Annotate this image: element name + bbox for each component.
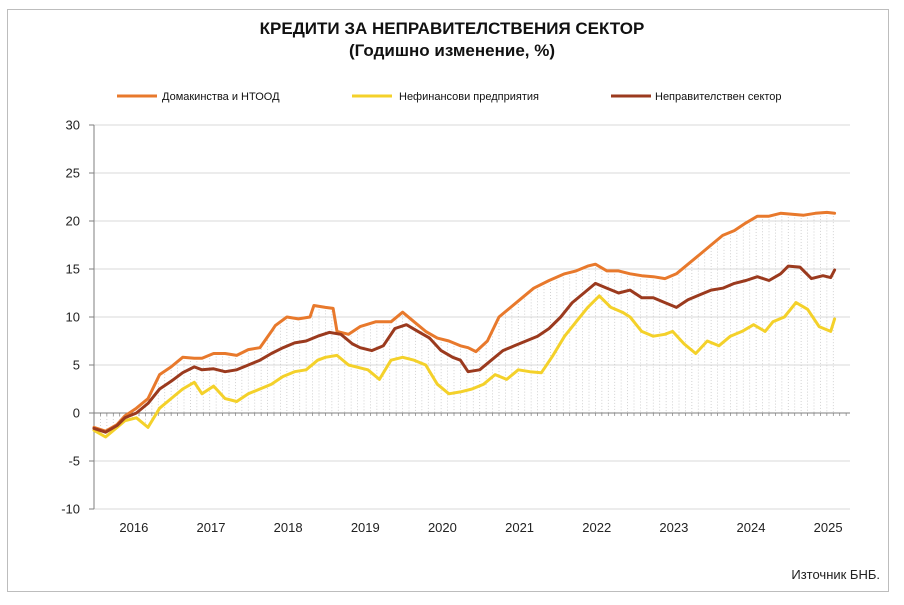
y-tick-label: 5	[73, 358, 80, 373]
chart-title: КРЕДИТИ ЗА НЕПРАВИТЕЛСТВЕНИЯ СЕКТОР	[259, 19, 645, 38]
y-tick-label: 10	[66, 310, 80, 325]
y-tick-label: 30	[66, 118, 80, 133]
x-tick-label: 2022	[582, 520, 611, 535]
y-tick-label: 25	[66, 166, 80, 181]
x-tick-label: 2019	[351, 520, 380, 535]
chart-frame	[7, 9, 889, 592]
x-tick-label: 2020	[428, 520, 457, 535]
series-lines	[92, 210, 837, 439]
x-tick-label: 2016	[119, 520, 148, 535]
legend-label: Домакинства и НТООД	[162, 91, 280, 103]
source-note: Източник БНБ.	[791, 567, 880, 582]
legend-label: Нефинансови предприятия	[399, 91, 539, 103]
chart-subtitle: (Годишно изменение, %)	[348, 41, 556, 60]
x-tick-label: 2018	[274, 520, 303, 535]
x-axis: 2016 2017 2018 2019 2020 2021 2022 2023 2024 2025	[93, 412, 850, 535]
y-tick-label: 0	[73, 406, 80, 421]
y-tick-label: 15	[66, 262, 80, 277]
series-line	[92, 264, 837, 434]
y-tick-label: -5	[68, 454, 80, 469]
x-tick-label: 2024	[737, 520, 766, 535]
x-tick-label: 2023	[659, 520, 688, 535]
y-axis: 30 25 20 15 10 5 0 -5 -10	[61, 118, 95, 517]
drop-lines	[93, 212, 834, 436]
series-line	[92, 210, 837, 433]
legend: Домакинства и НТООД Нефинансови предприят…	[117, 91, 782, 103]
y-tick-label: -10	[61, 502, 80, 517]
x-tick-label: 2017	[197, 520, 226, 535]
y-tick-label: 20	[66, 214, 80, 229]
series-line	[92, 294, 837, 439]
gridlines	[94, 124, 850, 510]
x-tick-label: 2025	[814, 520, 843, 535]
x-tick-label: 2021	[505, 520, 534, 535]
legend-label: Неправителствен сектор	[655, 91, 782, 103]
